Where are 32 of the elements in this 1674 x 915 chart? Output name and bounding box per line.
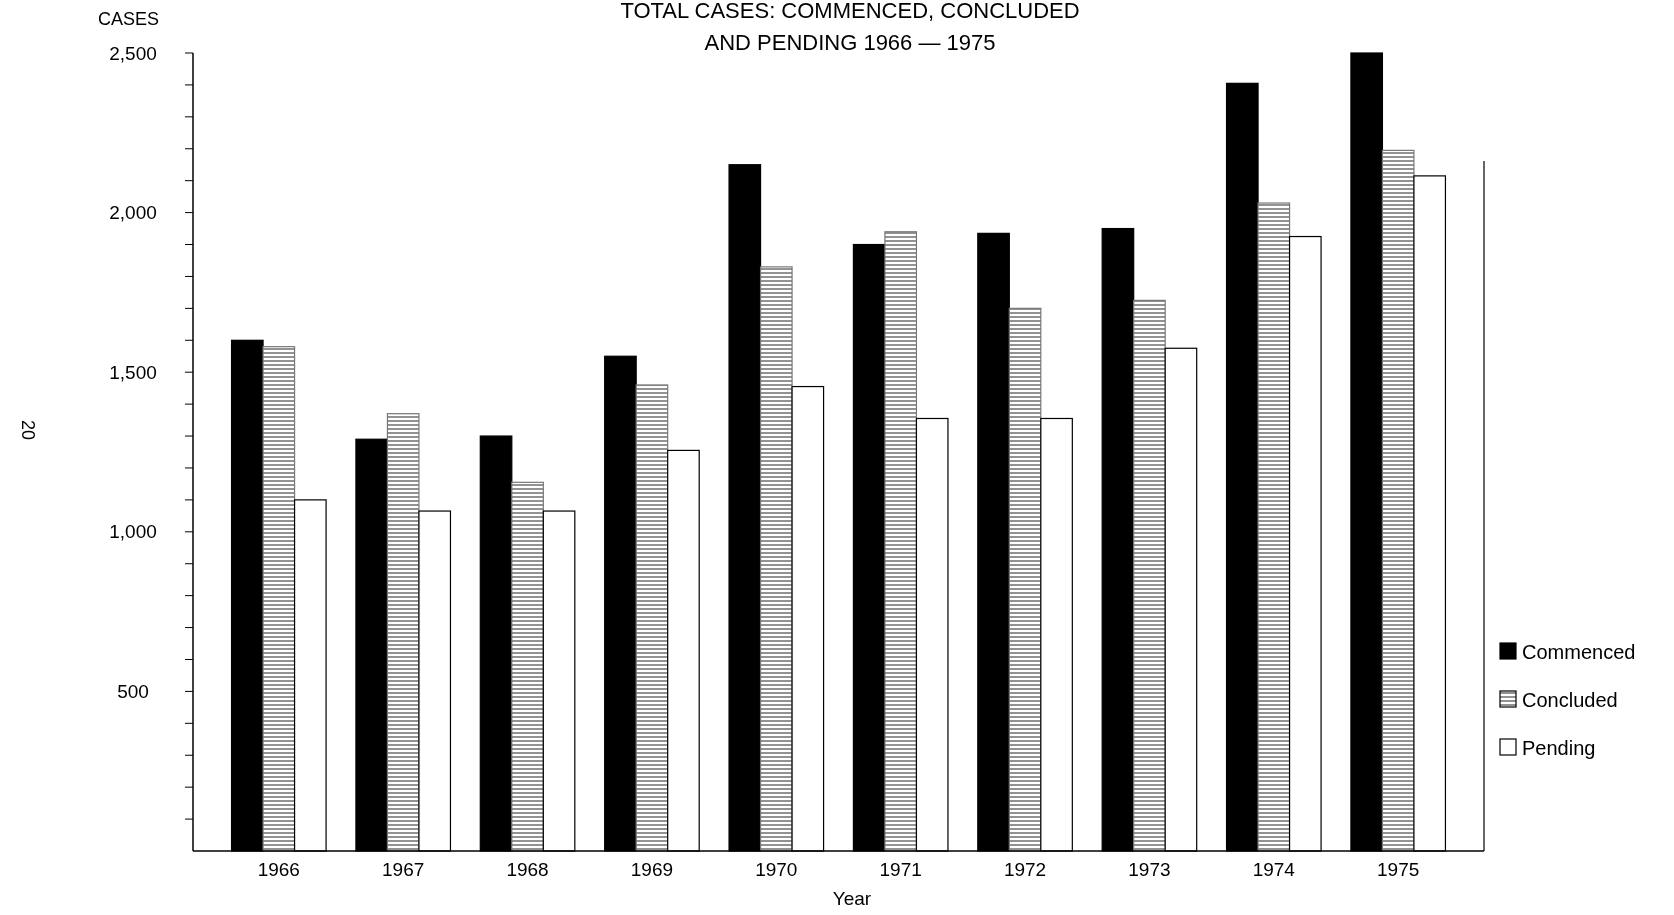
x-tick-label: 1970 [755, 859, 798, 880]
bar [1257, 202, 1291, 852]
text: 20 [18, 419, 38, 441]
x-tick-label: 1969 [630, 859, 674, 880]
bar [1133, 299, 1166, 852]
x-tick-label: 1975 [1377, 859, 1420, 880]
x-tick-label: 1968 [506, 859, 549, 880]
bar [511, 481, 544, 852]
x-tick-label: 1967 [382, 859, 425, 880]
legend-label: Pending [1522, 737, 1596, 759]
y-tick-label: 2,500 [109, 42, 157, 64]
y-tick-label: 1,500 [109, 361, 157, 383]
y-tick-label: 1,000 [109, 521, 157, 543]
bar [1008, 307, 1042, 852]
legend-label: Commenced [1522, 641, 1636, 663]
legend-label: Concluded [1522, 689, 1618, 711]
chart-title: TOTAL CASES: COMMENCED, CONCLUDED AND PENDING 1966 — 1975 [620, 0, 1080, 55]
x-tick-label: 1973 [1128, 859, 1171, 880]
y-tick-label: 2,000 [109, 202, 157, 224]
x-tick-label: 1974 [1252, 859, 1296, 880]
x-axis-title: Year [832, 888, 872, 909]
x-tick-label: 1971 [879, 859, 922, 880]
bar [262, 346, 296, 852]
y-axis-title: CASES [98, 9, 160, 29]
bar [386, 413, 420, 852]
bar [884, 231, 918, 852]
x-tick-label: 1966 [257, 859, 300, 880]
x-tick-label: 1972 [1003, 859, 1047, 880]
bar [1381, 149, 1415, 852]
bar [759, 266, 793, 852]
bar [635, 384, 669, 852]
text: 500 [117, 681, 149, 703]
